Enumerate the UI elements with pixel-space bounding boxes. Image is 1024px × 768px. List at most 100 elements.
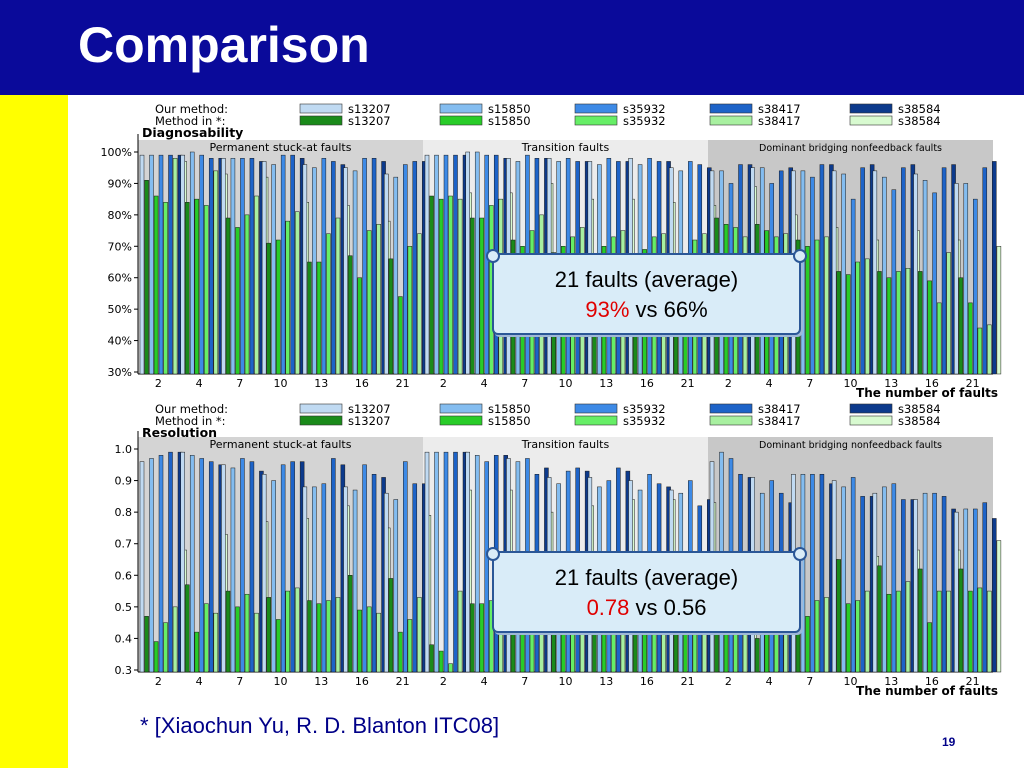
x-tick-label: 16 [925,377,939,390]
bar-ours [882,486,887,673]
bar-ours [841,173,846,375]
legend-circuit-label: s13207 [348,414,391,428]
bar-theirs [429,195,434,375]
bar-ours [913,499,918,673]
bar-theirs [417,597,422,673]
bar-ours [831,170,837,375]
callout-highlight: 0.78 [586,595,630,620]
bar-ours [331,161,336,375]
callout-rest: vs 0.56 [629,595,707,620]
bar-theirs [144,616,149,673]
bar-theirs [275,619,281,673]
bar-ours [280,464,286,673]
section-label: Permanent stuck-at faults [210,438,352,451]
bar-theirs [805,616,810,673]
legend-circuit-label: s13207 [348,114,391,128]
x-tick-label: 10 [844,377,858,390]
bar-ours [180,154,185,375]
bar-ours [149,154,154,375]
x-tick-label: 7 [521,675,528,688]
legend-swatch-ours [849,103,893,114]
bar-theirs [235,606,240,673]
x-tick-label: 7 [236,377,243,390]
x-tick-label: 16 [925,675,939,688]
y-tick-label: 30% [108,366,132,379]
bar-theirs [814,600,820,673]
x-tick-label: 16 [355,377,369,390]
bar-ours [424,451,430,673]
bar-theirs [917,271,923,375]
x-tick-label: 13 [314,675,328,688]
legend-circuit-label: s15850 [488,102,531,116]
bar-ours [973,508,978,673]
x-tick-label: 4 [766,377,773,390]
legend-swatch-theirs [849,115,893,126]
bar-theirs [917,568,923,673]
bar-theirs [316,603,322,673]
bar-ours [800,474,806,673]
scroll-curl-icon [793,249,807,263]
bar-ours [371,158,377,375]
legend-swatch-ours [439,403,483,414]
x-tick-label: 4 [196,377,203,390]
bar-theirs [845,274,851,375]
bar-theirs [936,590,942,673]
bar-ours [841,486,846,673]
bar-ours [249,158,255,375]
bar-theirs [153,641,159,673]
bar-theirs [335,597,341,673]
bar-ours [240,158,245,375]
bar-ours [158,154,164,375]
legend-swatch-theirs [439,115,483,126]
bar-ours [474,151,480,375]
bar-theirs [275,239,281,375]
x-tick-label: 2 [440,377,447,390]
bar-ours [271,480,276,673]
y-tick-label: 100% [101,146,132,159]
y-tick-label: 60% [108,272,132,285]
bar-theirs [968,302,973,375]
bar-ours [302,164,308,375]
callout-line2: 93% vs 66% [494,297,799,323]
bar-theirs [968,590,973,673]
bar-ours [484,154,489,375]
bar-theirs [417,233,422,375]
bar-ours [189,151,195,375]
bar-theirs [489,600,494,673]
x-tick-label: 2 [155,675,162,688]
y-tick-label: 0.9 [115,475,133,488]
bar-theirs [448,663,453,673]
bar-ours [860,167,865,375]
bar-ours [139,154,145,375]
bar-ours [891,483,897,673]
x-tick-label: 4 [766,675,773,688]
bar-ours [290,461,295,673]
bar-ours [290,154,295,375]
legend-swatch-theirs [439,415,483,426]
x-tick-label: 2 [725,377,732,390]
bar-theirs [407,619,413,673]
bar-theirs [896,590,901,673]
legend-swatch-ours [709,103,753,114]
bar-theirs [213,170,219,375]
bar-theirs [877,271,882,375]
bar-ours [819,474,825,673]
legend-row-label: Our method: [155,102,228,116]
bar-ours [149,458,154,673]
bar-theirs [266,597,271,673]
callout-diagnosability: 21 faults (average) 93% vs 66% [486,249,807,335]
slide-number: 19 [942,735,956,749]
bar-theirs [896,271,901,375]
legend-swatch-ours [299,103,343,114]
bar-ours [312,486,317,673]
y-tick-label: 0.8 [115,506,133,519]
legend-circuit-label: s38584 [898,102,941,116]
bar-theirs [877,565,882,673]
legend-swatch-theirs [574,115,618,126]
bar-ours [412,161,418,375]
legend-circuit-label: s38584 [898,402,941,416]
bar-ours [963,183,969,375]
bar-ours [882,176,887,375]
bar-ours [208,158,214,375]
bar-theirs [755,638,760,673]
